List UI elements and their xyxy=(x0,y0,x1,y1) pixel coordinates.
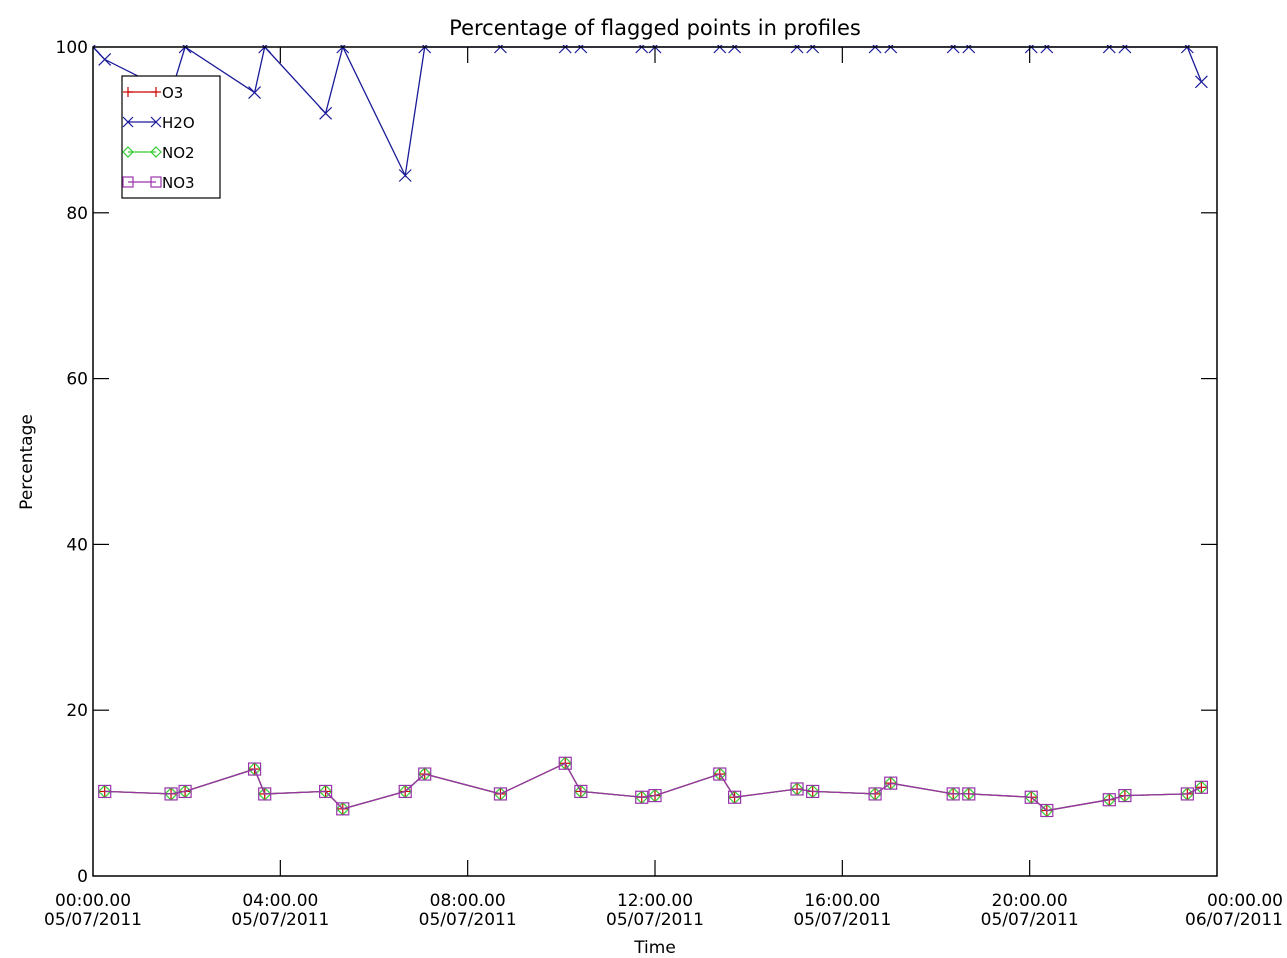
data-point-no3 xyxy=(884,776,898,790)
data-point-no3 xyxy=(493,787,508,801)
data-point-no3 xyxy=(635,790,649,804)
series-no3 xyxy=(98,756,1208,818)
data-point-no3 xyxy=(336,802,350,816)
data-point-no3 xyxy=(247,762,262,776)
legend-item-no3: NO3 xyxy=(122,174,195,192)
data-point-no3 xyxy=(558,756,572,770)
data-point-no3 xyxy=(728,790,742,804)
legend-box xyxy=(121,75,221,199)
legend-label-h2o: H2O xyxy=(162,114,195,132)
data-point-no3 xyxy=(713,767,727,781)
x-tick-label-date: 05/07/2011 xyxy=(44,910,142,930)
x-tick-label-time: 16:00.00 xyxy=(804,891,880,911)
x-tick-label-date: 06/07/2011 xyxy=(1185,910,1283,930)
y-tick-label: 80 xyxy=(66,204,88,224)
x-tick-label-date: 05/07/2011 xyxy=(419,910,517,930)
data-point-no3 xyxy=(574,784,588,799)
data-point-h2o xyxy=(98,53,112,66)
x-tick-label-date: 05/07/2011 xyxy=(606,910,704,930)
x-tick-label-date: 05/07/2011 xyxy=(231,910,329,930)
chart-title: Percentage of flagged points in profiles xyxy=(449,16,861,40)
plot-frame xyxy=(92,46,1218,877)
series-line-no3 xyxy=(104,762,1202,812)
data-point-no3 xyxy=(946,787,960,801)
x-tick-label-time: 00:00.00 xyxy=(1207,891,1283,911)
legend-item-o3: O3 xyxy=(123,84,183,102)
legend-label-no3: NO3 xyxy=(162,174,195,192)
data-point-no3 xyxy=(1102,793,1116,807)
data-point-h2o xyxy=(398,169,412,182)
data-point-no3 xyxy=(164,787,178,801)
data-point-no3 xyxy=(98,784,112,799)
x-tick-label-date: 05/07/2011 xyxy=(981,910,1079,930)
x-tick-label-time: 04:00.00 xyxy=(242,891,318,911)
data-point-h2o xyxy=(93,45,100,54)
y-tick-label: 20 xyxy=(66,701,88,721)
legend-item-no2: NO2 xyxy=(122,144,195,162)
x-tick-label-time: 08:00.00 xyxy=(430,891,506,911)
series-line-h2o xyxy=(93,45,1203,178)
data-point-no3 xyxy=(790,782,804,796)
y-tick-label: 100 xyxy=(56,38,88,58)
data-point-no3 xyxy=(398,784,412,799)
y-tick-label: 60 xyxy=(66,370,88,390)
data-point-no3 xyxy=(868,787,882,801)
ticks-layer: 02040608010000:00.0005/07/201104:00.0005… xyxy=(44,38,1283,930)
x-tick-label-time: 12:00.00 xyxy=(617,891,693,911)
data-point-h2o xyxy=(319,106,333,120)
data-point-no3 xyxy=(1024,790,1038,804)
legend: O3 H2O NO2 NO3 xyxy=(121,75,221,199)
data-point-no3 xyxy=(962,787,976,801)
legend-item-h2o: H2O xyxy=(122,114,195,132)
data-point-no3 xyxy=(1118,788,1132,803)
data-point-h2o xyxy=(1194,75,1208,89)
data-point-no3 xyxy=(1194,780,1208,794)
legend-label-no2: NO2 xyxy=(162,144,195,162)
series-h2o xyxy=(93,45,1208,182)
data-point-h2o xyxy=(248,86,261,100)
data-point-no3 xyxy=(1180,787,1194,801)
data-point-no3 xyxy=(1040,803,1054,818)
y-tick-label: 40 xyxy=(66,535,88,555)
data-point-no3 xyxy=(178,784,192,799)
x-tick-label-time: 00:00.00 xyxy=(55,891,131,911)
x-axis-title: Time xyxy=(633,938,676,958)
data-point-no3 xyxy=(418,767,432,781)
y-tick-label: 0 xyxy=(77,867,88,887)
series-layer xyxy=(93,45,1209,818)
data-point-no3 xyxy=(806,784,820,799)
x-tick-label-time: 20:00.00 xyxy=(992,891,1068,911)
data-point-no3 xyxy=(319,784,333,799)
y-axis-title: Percentage xyxy=(17,414,37,510)
data-point-no3 xyxy=(258,787,272,801)
legend-label-o3: O3 xyxy=(162,84,183,102)
x-tick-label-date: 05/07/2011 xyxy=(793,910,891,930)
data-point-no3 xyxy=(648,788,662,803)
